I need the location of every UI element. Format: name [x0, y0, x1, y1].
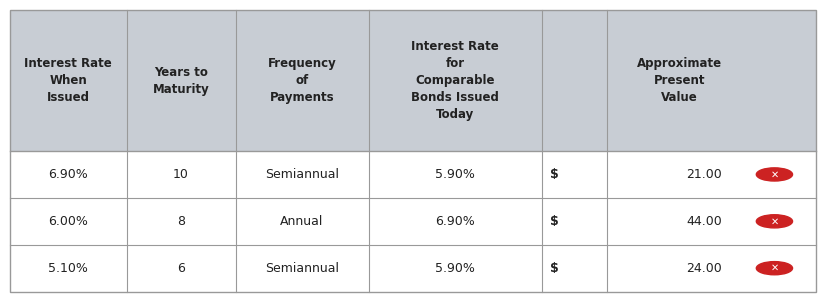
Text: 24.00: 24.00: [686, 262, 722, 275]
FancyBboxPatch shape: [10, 198, 816, 245]
Text: 6.90%: 6.90%: [435, 215, 475, 228]
FancyBboxPatch shape: [10, 10, 816, 151]
Text: 6.90%: 6.90%: [48, 168, 88, 181]
Text: Approximate
Present
Value: Approximate Present Value: [637, 57, 722, 104]
Text: ✕: ✕: [771, 216, 778, 226]
Circle shape: [757, 215, 792, 228]
Circle shape: [757, 168, 792, 181]
Text: ✕: ✕: [771, 169, 778, 179]
Text: Interest Rate
for
Comparable
Bonds Issued
Today: Interest Rate for Comparable Bonds Issue…: [411, 40, 499, 121]
Text: Years to
Maturity: Years to Maturity: [153, 66, 210, 96]
FancyBboxPatch shape: [10, 151, 816, 198]
Text: 6: 6: [177, 262, 185, 275]
Text: 44.00: 44.00: [686, 215, 722, 228]
Text: 21.00: 21.00: [686, 168, 722, 181]
Text: Semiannual: Semiannual: [265, 168, 339, 181]
Text: 6.00%: 6.00%: [48, 215, 88, 228]
Text: $: $: [550, 168, 559, 181]
Text: 5.10%: 5.10%: [48, 262, 88, 275]
Circle shape: [757, 262, 792, 275]
Text: 8: 8: [177, 215, 185, 228]
Text: Frequency
of
Payments: Frequency of Payments: [268, 57, 336, 104]
Text: 5.90%: 5.90%: [435, 262, 475, 275]
Text: Semiannual: Semiannual: [265, 262, 339, 275]
Text: Interest Rate
When
Issued: Interest Rate When Issued: [24, 57, 112, 104]
Text: 5.90%: 5.90%: [435, 168, 475, 181]
Text: $: $: [550, 262, 559, 275]
FancyBboxPatch shape: [10, 245, 816, 292]
Text: $: $: [550, 215, 559, 228]
Text: ✕: ✕: [771, 263, 778, 273]
Text: Annual: Annual: [280, 215, 324, 228]
Text: 10: 10: [173, 168, 189, 181]
